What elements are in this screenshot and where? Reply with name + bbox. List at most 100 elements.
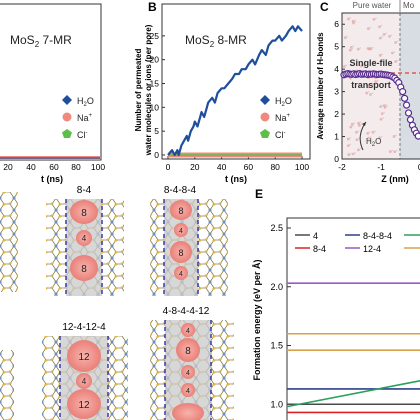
legend-h2o-label: H2O	[77, 96, 94, 108]
panel-a-title: MoS2 7-MR	[10, 33, 72, 49]
panel-e: E Formation energy (eV per Å) 1.0 1.5 2.0 2…	[252, 187, 420, 420]
hbond-point	[399, 88, 407, 96]
panel-e-ytick: 1.5	[270, 341, 283, 351]
water-oxygen	[379, 105, 383, 108]
water-hydrogen	[380, 135, 383, 138]
water-oxygen	[382, 33, 386, 36]
legend-na-marker	[260, 112, 270, 122]
water-oxygen	[356, 47, 360, 51]
hbond-point	[401, 94, 409, 102]
panel-b-ytick: 25	[150, 31, 160, 41]
ring-label: 8	[81, 208, 87, 219]
hbond-point	[404, 109, 413, 117]
water-hydrogen	[381, 53, 384, 55]
annotation-line: Single-file	[349, 58, 392, 68]
ring-region	[170, 200, 192, 220]
ring-label: 4	[82, 377, 87, 386]
panel-b-title: MoS2 8-MR	[185, 33, 247, 49]
water-hydrogen	[371, 92, 374, 95]
ring-label: 4	[186, 328, 190, 335]
panel-b-ylabel-line-2: water molecules or ions (per pore)	[144, 24, 153, 156]
water-oxygen	[351, 152, 355, 156]
water-hydrogen	[369, 136, 372, 138]
panel-e-legend: 4 8-4 8-4-8-4 12-4	[295, 231, 420, 254]
water-oxygen	[343, 36, 347, 40]
structure-title: 4-8-4-4-12	[163, 306, 210, 317]
ring-region	[76, 230, 92, 246]
panel-a-xtick: 60	[49, 162, 59, 172]
ring-region	[70, 255, 98, 281]
panel-b-ytick: 10	[150, 102, 160, 112]
legend-h2o-marker	[62, 95, 72, 105]
water-oxygen	[347, 153, 351, 157]
panel-b-legend: H2O Na+ Cl-	[260, 95, 292, 140]
water-oxygen	[371, 130, 375, 134]
water-oxygen	[357, 121, 360, 125]
ring-region	[176, 338, 200, 362]
panel-b-ytick: 0	[154, 150, 159, 160]
water-oxygen	[378, 136, 382, 140]
legend-h2o-label: H2O	[275, 96, 292, 108]
water-hydrogen	[346, 35, 349, 38]
water-hydrogen	[359, 121, 362, 123]
ring-label: 8	[178, 206, 183, 216]
water-oxygen	[379, 117, 383, 121]
panel-c-ytick: 5	[334, 42, 339, 52]
water-hydrogen	[364, 63, 366, 65]
ring-label: 4	[82, 234, 87, 243]
panel-c-membrane-region	[400, 13, 420, 159]
water-oxygen	[348, 48, 352, 52]
water-oxygen	[380, 112, 384, 116]
panel-c-ytick: 0	[334, 154, 339, 164]
water-oxygen	[392, 135, 396, 138]
water-hydrogen	[374, 60, 377, 62]
water-oxygen	[382, 104, 386, 108]
ring-region	[76, 373, 92, 389]
panel-e-plot-area	[286, 282, 420, 414]
structure-title: 8-4-8-4	[164, 185, 197, 196]
water-oxygen	[378, 25, 381, 29]
panel-b-ylabel-line-1: Number of permeated	[134, 49, 143, 132]
panel-a-xtick: 100	[91, 162, 105, 172]
panel-c-ytick: 1	[334, 132, 339, 142]
water-hydrogen	[349, 16, 352, 19]
panel-a: MoS2 7-MR H2O Na+ Cl- 20 40 60 80 100 t …	[0, 3, 105, 184]
panel-c-xtick: 0	[418, 162, 420, 172]
structure-title: 12-4-12-4	[62, 322, 106, 333]
ring-region	[70, 200, 98, 224]
panel-e-ytick: 2.5	[270, 223, 283, 233]
water-oxygen	[388, 34, 391, 38]
water-hydrogen	[395, 149, 398, 152]
water-hydrogen	[391, 149, 394, 152]
water-oxygen	[368, 47, 371, 51]
ring-region	[174, 223, 188, 237]
water-hydrogen	[396, 40, 399, 43]
hbond-point	[414, 132, 420, 140]
panel-c-ytick: 2	[334, 109, 339, 119]
panel-c-xtick: -2	[338, 162, 346, 172]
water-hydrogen	[352, 45, 355, 47]
water-hydrogen	[385, 32, 387, 35]
panel-b-letter: B	[148, 0, 157, 14]
panel-b-xtick: 60	[244, 162, 254, 172]
ring-region	[67, 340, 101, 372]
ring-region	[181, 383, 195, 397]
ring-label: 4	[179, 228, 183, 235]
panel-e-letter: E	[255, 187, 263, 201]
panel-c-xtick: -1	[377, 162, 385, 172]
structure-12-4-12-4: 12-4-12-4 12 4 12	[42, 322, 128, 420]
water-hydrogen	[367, 91, 370, 93]
legend-cl-marker	[62, 129, 72, 138]
water-hydrogen	[395, 134, 397, 137]
panel-b: B MoS2 8-MR Number of permeated water mo…	[134, 0, 311, 184]
water-oxygen	[350, 122, 354, 126]
legend-cl-label: Cl-	[275, 130, 286, 140]
legend-h2o-marker	[260, 95, 270, 105]
legend-na-label: Na+	[77, 113, 93, 123]
panel-a-x-axis: 20 40 60 80 100 t (ns)	[3, 162, 105, 184]
legend-label: 8-4	[313, 244, 326, 254]
water-oxygen	[369, 93, 372, 96]
panel-b-y-axis: 0 5 10 15 20 25	[150, 31, 165, 160]
water-oxygen	[372, 82, 376, 86]
